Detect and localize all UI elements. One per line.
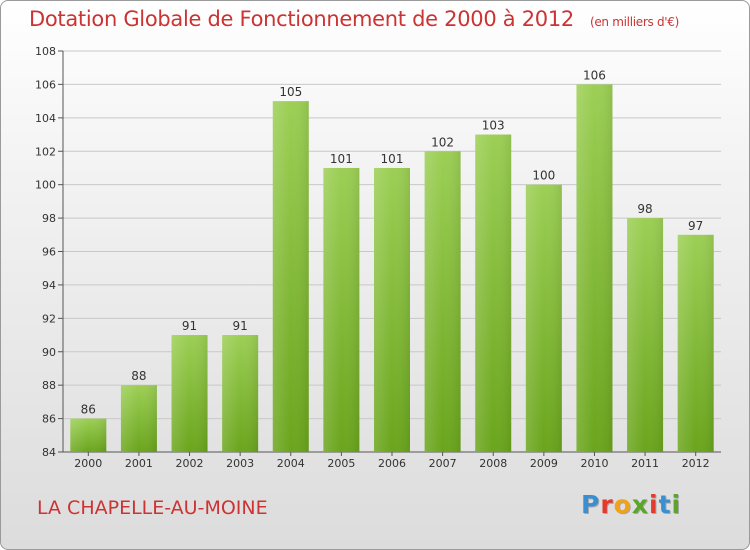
y-tick-label: 92 <box>42 312 56 325</box>
y-tick-label: 94 <box>42 279 56 292</box>
logo-letter: i <box>671 490 682 519</box>
bar-shine <box>120 385 157 452</box>
logo-letter: r <box>600 490 614 519</box>
bar-shine <box>424 151 461 452</box>
data-label: 101 <box>381 152 404 166</box>
x-tick-label: 2008 <box>479 457 507 470</box>
bar-shine <box>70 418 107 452</box>
logo-letter: t <box>658 490 672 519</box>
x-tick-label: 2003 <box>226 457 254 470</box>
bar-shine <box>475 134 512 452</box>
bar-shine <box>677 234 714 452</box>
x-tick-label: 2001 <box>125 457 153 470</box>
y-tick-label: 106 <box>35 78 56 91</box>
chart-unit: (en milliers d'€) <box>589 15 679 29</box>
y-tick-label: 102 <box>35 145 56 158</box>
bar-shine <box>272 101 309 452</box>
x-tick-label: 2007 <box>429 457 457 470</box>
bar-shine <box>171 335 208 452</box>
x-tick-label: 2006 <box>378 457 406 470</box>
y-tick-label: 90 <box>42 346 56 359</box>
commune-name: LA CHAPELLE-AU-MOINE <box>37 497 268 519</box>
data-label: 100 <box>532 169 555 183</box>
bar-shine <box>374 167 410 453</box>
bar-shine <box>525 184 562 452</box>
bar-shine <box>627 218 664 452</box>
data-label: 101 <box>330 152 353 166</box>
data-label: 106 <box>583 68 606 82</box>
y-tick-label: 86 <box>42 413 56 426</box>
data-label: 88 <box>131 369 146 383</box>
y-tick-label: 108 <box>35 45 56 58</box>
y-tick-label: 98 <box>42 212 56 225</box>
x-tick-label: 2010 <box>580 457 608 470</box>
y-tick-label: 96 <box>42 246 56 259</box>
proxiti-logo: Proxiti <box>581 490 681 519</box>
data-label: 102 <box>431 135 454 149</box>
x-tick-label: 2012 <box>682 457 710 470</box>
chart-title: Dotation Globale de Fonctionnement de 20… <box>29 7 679 31</box>
x-tick-label: 2004 <box>277 457 305 470</box>
data-label: 91 <box>233 319 248 333</box>
y-tick-label: 104 <box>35 112 56 125</box>
x-tick-label: 2002 <box>176 457 204 470</box>
logo-letter: P <box>581 490 601 519</box>
data-label: 86 <box>81 403 96 417</box>
bar-shine <box>222 335 259 452</box>
data-label: 91 <box>182 319 197 333</box>
data-label: 97 <box>688 219 703 233</box>
data-label: 98 <box>637 202 652 216</box>
y-tick-label: 100 <box>35 179 56 192</box>
x-tick-label: 2000 <box>74 457 102 470</box>
logo-letter: x <box>631 490 649 519</box>
data-label: 105 <box>279 85 302 99</box>
logo-letter: o <box>613 490 632 519</box>
logo-letter: i <box>649 490 659 519</box>
x-tick-label: 2011 <box>631 457 659 470</box>
bars <box>70 84 714 453</box>
x-tick-label: 2005 <box>327 457 355 470</box>
labels: 84 86 88 90 92 94 96 98 100 102 104 106 108 86 2000 88 2… <box>35 45 710 470</box>
y-tick-label: 88 <box>42 379 56 392</box>
x-tick-label: 2009 <box>530 457 558 470</box>
chart-title-text: Dotation Globale de Fonctionnement de 20… <box>29 7 574 31</box>
y-tick-label: 84 <box>42 446 56 459</box>
bar-shine <box>576 84 613 453</box>
bar-shine <box>323 167 360 453</box>
data-label: 103 <box>482 119 505 133</box>
